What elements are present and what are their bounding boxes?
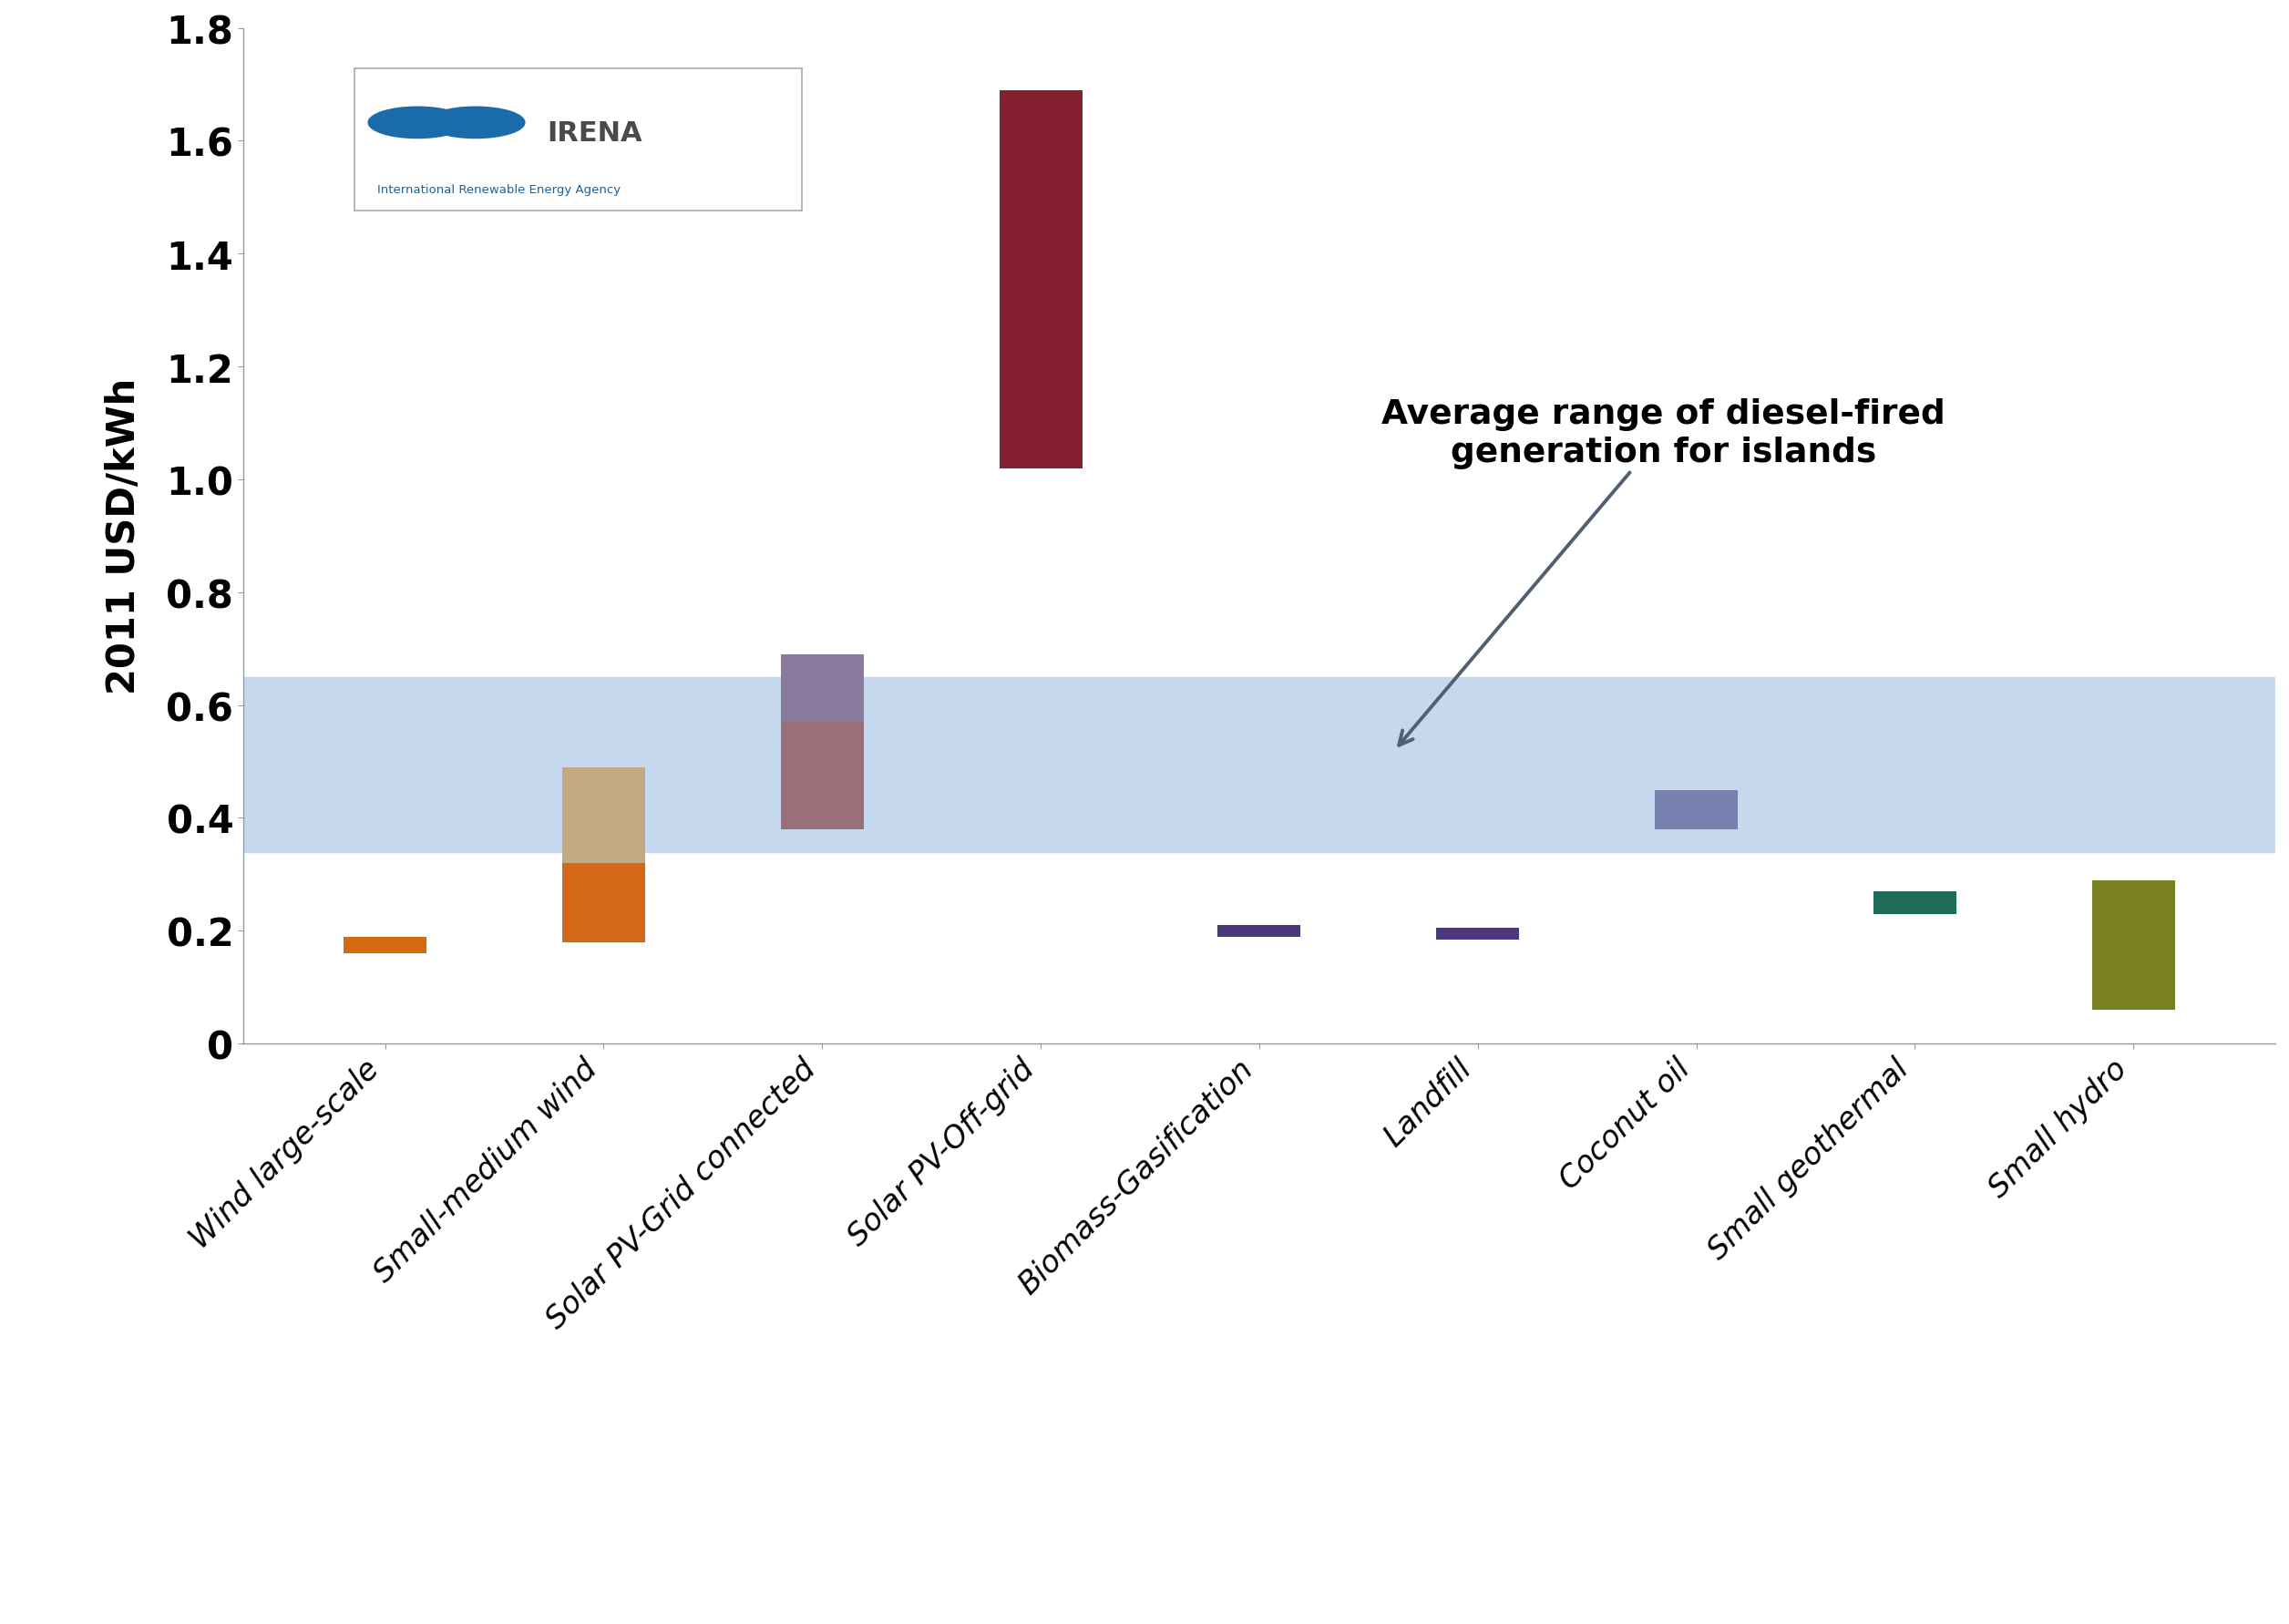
Text: Average range of diesel-fired
generation for islands: Average range of diesel-fired generation… [1383, 398, 1946, 745]
Bar [1000, 91, 1083, 469]
Bar [563, 768, 645, 864]
Bar [781, 654, 863, 723]
Bar [1435, 929, 1520, 940]
Y-axis label: 2011 USD/kWh: 2011 USD/kWh [105, 378, 144, 695]
Bar [563, 864, 645, 942]
Bar [2092, 880, 2175, 1010]
Bar [343, 937, 426, 953]
Bar [1655, 791, 1737, 830]
Bar [781, 723, 863, 830]
Bar [1872, 892, 1957, 914]
Bar [243, 677, 2275, 853]
Bar [1218, 926, 1300, 937]
